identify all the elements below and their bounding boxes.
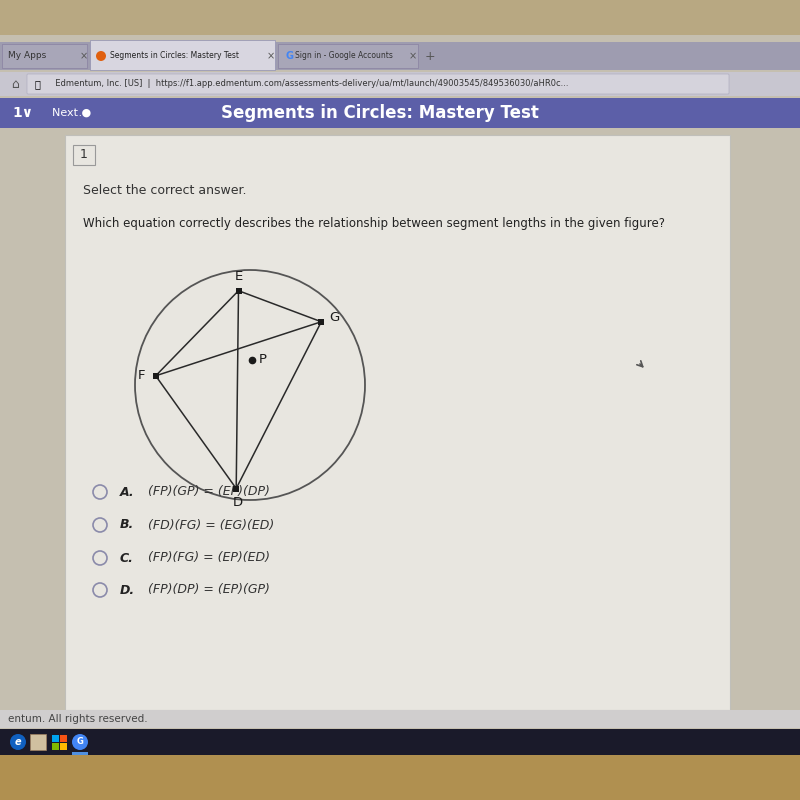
Text: Edmentum, Inc. [US]  |  https://f1.app.edmentum.com/assessments-delivery/ua/mt/l: Edmentum, Inc. [US] | https://f1.app.edm… xyxy=(50,79,569,89)
FancyBboxPatch shape xyxy=(0,710,800,728)
Circle shape xyxy=(72,734,88,750)
Text: ×: × xyxy=(80,51,88,61)
Text: 1∨: 1∨ xyxy=(12,106,33,120)
FancyBboxPatch shape xyxy=(2,44,87,68)
FancyBboxPatch shape xyxy=(27,74,729,94)
Text: P: P xyxy=(258,354,266,366)
FancyBboxPatch shape xyxy=(30,734,46,750)
FancyBboxPatch shape xyxy=(52,743,59,750)
FancyBboxPatch shape xyxy=(0,755,800,800)
Text: G: G xyxy=(329,311,339,324)
Text: My Apps: My Apps xyxy=(8,51,46,61)
Text: D: D xyxy=(233,496,243,509)
Text: ×: × xyxy=(409,51,417,61)
FancyBboxPatch shape xyxy=(52,735,59,742)
Text: Sign in - Google Accounts: Sign in - Google Accounts xyxy=(295,51,393,61)
Text: Which equation correctly describes the relationship between segment lengths in t: Which equation correctly describes the r… xyxy=(83,217,665,230)
Text: Select the correct answer.: Select the correct answer. xyxy=(83,183,246,197)
FancyBboxPatch shape xyxy=(72,752,88,755)
Text: 1: 1 xyxy=(80,149,88,162)
FancyBboxPatch shape xyxy=(0,72,800,96)
Text: D.: D. xyxy=(120,583,135,597)
FancyBboxPatch shape xyxy=(73,145,95,165)
Text: +: + xyxy=(425,50,436,62)
FancyBboxPatch shape xyxy=(90,40,275,70)
Text: ⌂: ⌂ xyxy=(11,78,19,90)
FancyBboxPatch shape xyxy=(65,135,730,710)
Text: (FP)(FG) = (EP)(ED): (FP)(FG) = (EP)(ED) xyxy=(148,551,270,565)
FancyBboxPatch shape xyxy=(0,35,800,755)
FancyBboxPatch shape xyxy=(318,318,324,325)
FancyBboxPatch shape xyxy=(0,729,800,755)
Text: Segments in Circles: Mastery Test: Segments in Circles: Mastery Test xyxy=(110,51,239,61)
Text: (FP)(DP) = (EP)(GP): (FP)(DP) = (EP)(GP) xyxy=(148,583,270,597)
Text: G: G xyxy=(285,51,293,61)
Text: (FD)(FG) = (EG)(ED): (FD)(FG) = (EG)(ED) xyxy=(148,518,274,531)
Text: B.: B. xyxy=(120,518,134,531)
Text: C.: C. xyxy=(120,551,134,565)
Text: A.: A. xyxy=(120,486,134,498)
FancyBboxPatch shape xyxy=(234,486,239,491)
Text: Segments in Circles: Mastery Test: Segments in Circles: Mastery Test xyxy=(221,104,539,122)
FancyBboxPatch shape xyxy=(278,44,418,68)
Text: Next ●: Next ● xyxy=(52,108,91,118)
FancyBboxPatch shape xyxy=(235,288,242,294)
Text: 🔒: 🔒 xyxy=(35,79,41,89)
Text: E: E xyxy=(234,270,242,283)
FancyBboxPatch shape xyxy=(60,743,67,750)
Circle shape xyxy=(10,734,26,750)
Text: entum. All rights reserved.: entum. All rights reserved. xyxy=(8,714,148,724)
FancyBboxPatch shape xyxy=(153,373,158,379)
FancyBboxPatch shape xyxy=(60,735,67,742)
Text: .: . xyxy=(75,108,82,118)
FancyBboxPatch shape xyxy=(0,42,800,70)
FancyBboxPatch shape xyxy=(0,98,800,128)
Text: G: G xyxy=(77,738,83,746)
Circle shape xyxy=(96,51,106,61)
Text: e: e xyxy=(14,737,22,747)
Text: F: F xyxy=(138,370,146,382)
Text: (FP)(GP) = (EP)(DP): (FP)(GP) = (EP)(DP) xyxy=(148,486,270,498)
Text: ×: × xyxy=(267,51,275,61)
